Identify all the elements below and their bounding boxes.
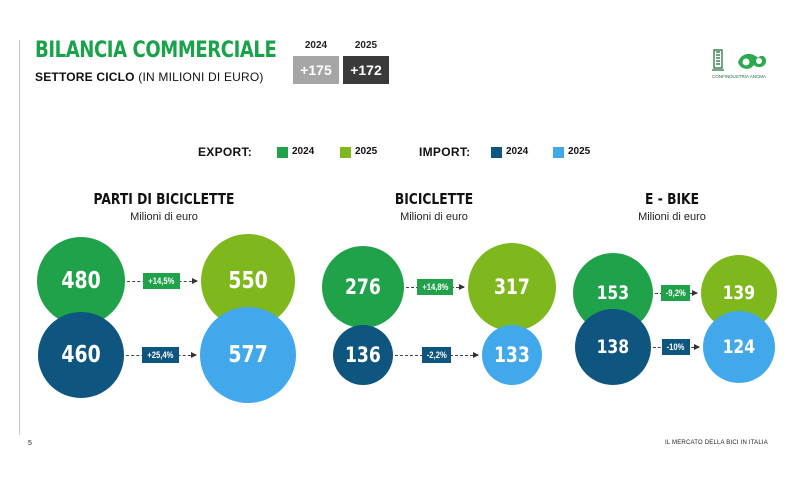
balance-value-2024: +175 [293, 56, 339, 84]
bubble-import-2024-0: 460 [38, 312, 124, 398]
legend-swatch-import-2025 [553, 147, 564, 158]
bubble-value-export-2024-1: 276 [345, 274, 381, 299]
bubble-value-import-2025-2: 124 [722, 335, 756, 358]
footer-caption: IL MERCATO DELLA BICI IN ITALIA [664, 440, 768, 446]
bubble-import-2025-0: 577 [200, 307, 296, 403]
bubble-value-import-2024-0: 460 [61, 341, 101, 368]
panel-title-ebike: E - BIKE [645, 190, 699, 208]
legend-label-export-2024: 2024 [292, 146, 315, 157]
bubble-export-2024-1: 276 [321, 245, 405, 329]
legend-label-export-2025: 2025 [355, 146, 378, 157]
panel-title-biciclette: BICICLETTE [394, 190, 474, 208]
bubble-export-2024-0: 480 [37, 237, 125, 325]
balance-year-2024: 2024 [304, 40, 328, 51]
panel-subtitle-ebike: Milioni di euro [638, 211, 706, 223]
logo-text: CONFINDUSTRIA ANCMA [711, 74, 766, 79]
balance-year-2025: 2025 [354, 40, 378, 51]
bubble-export-2025-1: 317 [468, 243, 556, 331]
bubble-value-export-2024-2: 153 [596, 282, 630, 304]
change-badge-import-0: +25,4% [142, 347, 180, 363]
change-badge-import-1: -2,2% [421, 347, 452, 363]
legend-export-title: EXPORT: [198, 145, 253, 159]
bubble-value-export-2024-0: 480 [61, 267, 101, 294]
legend-import-title: IMPORT: [419, 145, 471, 159]
change-badge-export-0: +14,5% [143, 273, 181, 289]
bubble-import-2025-1: 133 [482, 325, 542, 385]
panel-title-parti: PARTI DI BICICLETTE [93, 190, 235, 208]
bubble-value-import-2025-1: 133 [494, 343, 530, 367]
legend-label-import-2024: 2024 [506, 146, 529, 157]
bubble-export-2025-2: 139 [700, 254, 778, 332]
bubble-value-export-2025-2: 139 [722, 281, 756, 304]
legend-swatch-export-2024 [277, 147, 288, 158]
bubble-import-2024-2: 138 [575, 309, 651, 385]
bubble-value-import-2025-0: 577 [228, 342, 268, 368]
subtitle-bold: SETTORE CICLO [35, 70, 135, 84]
legend-swatch-export-2025 [340, 147, 351, 158]
page-subtitle: SETTORE CICLO (IN MILIONI DI EURO) [35, 70, 264, 84]
bubble-import-2025-2: 124 [702, 310, 775, 383]
balance-value-2025: +172 [343, 56, 389, 84]
change-badge-export-1: +14,8% [416, 279, 454, 295]
page-number: 5 [28, 440, 32, 447]
left-divider-line [19, 40, 20, 435]
bubble-value-export-2025-1: 317 [494, 275, 530, 299]
bubble-value-import-2024-1: 136 [345, 343, 381, 367]
panel-subtitle-biciclette: Milioni di euro [400, 211, 468, 223]
page-title: BILANCIA COMMERCIALE [35, 38, 277, 63]
bubble-import-2024-1: 136 [333, 325, 393, 385]
change-badge-export-2: -9,2% [660, 285, 691, 301]
change-badge-import-2: -10% [662, 339, 690, 355]
bubble-value-export-2025-0: 550 [228, 267, 268, 294]
legend: EXPORT: 2024 2025 IMPORT: 2024 2025 [0, 145, 800, 161]
bubble-value-import-2024-2: 138 [596, 335, 630, 358]
subtitle-unit: (IN MILIONI DI EURO) [138, 70, 264, 84]
panel-subtitle-parti: Milioni di euro [130, 211, 198, 223]
legend-swatch-import-2024 [491, 147, 502, 158]
legend-label-import-2025: 2025 [568, 146, 591, 157]
ancma-logo [712, 49, 766, 71]
